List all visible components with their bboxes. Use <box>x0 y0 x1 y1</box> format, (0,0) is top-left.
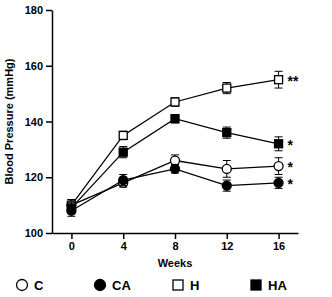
plot: 0481216100120140160180***** <box>25 4 299 252</box>
legend: C CA H HA <box>17 278 288 293</box>
legend-label: CA <box>112 278 131 293</box>
error-bar <box>171 165 179 173</box>
error-bar <box>119 131 127 139</box>
marker <box>171 115 179 123</box>
error-bar <box>275 158 283 175</box>
tick-label: 12 <box>221 240 233 252</box>
error-bar <box>119 147 127 158</box>
data <box>67 71 283 216</box>
tick-label: 160 <box>25 60 43 72</box>
tick: 160 <box>25 60 52 72</box>
x-axis-title: Weeks <box>158 257 193 269</box>
tick-mark <box>46 66 52 68</box>
annotation: ** <box>288 73 299 89</box>
tick: 12 <box>221 233 233 252</box>
tick: 180 <box>25 4 52 16</box>
marker <box>119 131 127 139</box>
marker <box>171 156 180 165</box>
marker <box>223 84 231 92</box>
error-bar <box>171 115 179 123</box>
tick-mark <box>46 177 52 179</box>
tick-label: 180 <box>25 4 43 16</box>
y-axis: 100 120 140 160 180 <box>25 4 53 239</box>
marker <box>119 176 128 185</box>
tick-label: 120 <box>25 171 43 183</box>
marker <box>223 129 231 137</box>
error-bar <box>275 71 283 88</box>
annotation: * <box>288 159 294 175</box>
error-bar <box>275 177 283 188</box>
tick-mark <box>175 233 177 239</box>
annotation: * <box>288 176 294 192</box>
tick: 8 <box>172 233 178 252</box>
series <box>67 164 283 216</box>
tick-mark <box>71 233 73 239</box>
marker <box>274 178 283 187</box>
error-bar <box>67 202 75 213</box>
marker <box>171 98 179 106</box>
legend-label: HA <box>268 278 287 293</box>
marker <box>222 164 231 173</box>
tick-label: 8 <box>172 240 178 252</box>
tick-mark <box>46 233 52 235</box>
marker <box>275 76 283 84</box>
legend-marker <box>251 280 261 290</box>
tick-label: 100 <box>25 227 43 239</box>
error-bar <box>171 98 179 106</box>
marker <box>222 181 231 190</box>
series <box>67 115 282 214</box>
tick-label: 0 <box>69 240 75 252</box>
marker <box>275 140 283 148</box>
series <box>67 155 283 211</box>
tick: 4 <box>121 233 128 252</box>
legend-marker <box>173 280 183 290</box>
error-bar <box>223 82 231 93</box>
legend-label: H <box>190 278 199 293</box>
line <box>71 80 278 205</box>
tick: 140 <box>25 116 52 128</box>
tick: 16 <box>273 233 285 252</box>
error-bar <box>223 127 231 138</box>
series <box>67 71 282 210</box>
x-axis: 0 4 8 12 16 <box>53 233 299 252</box>
tick-mark <box>46 121 52 123</box>
tick-mark <box>278 233 280 239</box>
chart: 0481216100120140160180*****WeeksBlood Pr… <box>0 0 332 297</box>
y-axis-title: Blood Pressure (mmHg) <box>3 58 15 184</box>
legend-item: C <box>17 278 45 293</box>
tick-mark <box>227 233 229 239</box>
error-bar <box>119 174 127 185</box>
line <box>71 119 278 208</box>
line <box>71 161 278 206</box>
marker <box>274 162 283 171</box>
tick-label: 4 <box>121 240 128 252</box>
error-bar <box>223 161 231 178</box>
marker <box>171 164 180 173</box>
marker <box>67 204 75 212</box>
marker <box>119 148 127 156</box>
tick-mark <box>46 10 52 12</box>
error-bar <box>275 137 283 151</box>
legend-label: C <box>34 278 44 293</box>
legend-item: CA <box>95 278 132 293</box>
legend-item: HA <box>251 278 287 293</box>
legend-marker <box>17 280 28 291</box>
tick: 0 <box>69 233 75 252</box>
annotation: * <box>288 137 294 153</box>
legend-marker <box>95 280 106 291</box>
tick: 120 <box>25 171 52 183</box>
tick-mark <box>123 233 125 239</box>
legend-item: H <box>173 278 199 293</box>
tick-label: 16 <box>273 240 285 252</box>
error-bar <box>223 180 231 191</box>
tick: 100 <box>25 227 52 239</box>
tick-label: 140 <box>25 116 43 128</box>
